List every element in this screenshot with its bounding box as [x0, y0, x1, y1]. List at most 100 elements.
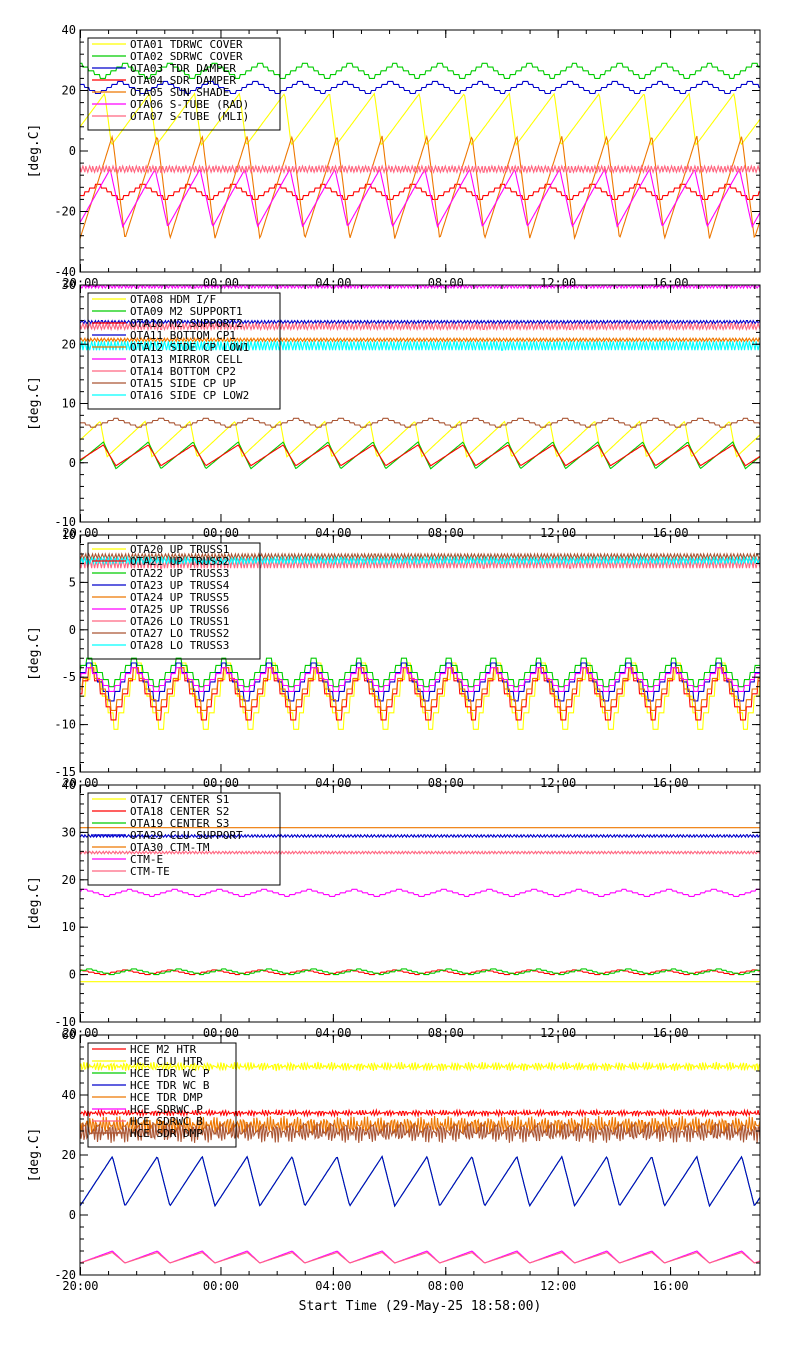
- x-tick-label: 16:00: [652, 776, 688, 790]
- series-line: [80, 1121, 760, 1144]
- series-line: [80, 417, 760, 428]
- legend-entry: HCE SDR DMP: [130, 1127, 203, 1140]
- series-line: [80, 1155, 760, 1208]
- legend-entry: OTA14 BOTTOM CP2: [130, 365, 236, 378]
- y-tick-label: 30: [62, 825, 76, 839]
- legend-entry: HCE M2 HTR: [130, 1043, 197, 1056]
- legend-entry: OTA11 BOTTOM CP1: [130, 329, 236, 342]
- x-tick-label: 20:00: [62, 1279, 98, 1293]
- legend-entry: OTA19 CENTER S3: [130, 817, 229, 830]
- x-tick-label: 20:00: [62, 526, 98, 540]
- y-tick-label: -15: [54, 765, 76, 779]
- legend-box: [87, 542, 261, 660]
- series-line: [80, 667, 760, 711]
- x-tick-label: 12:00: [540, 526, 576, 540]
- series-line: [80, 1108, 760, 1118]
- y-axis-label: [deg.C]: [27, 1128, 42, 1183]
- y-tick-label: 5: [69, 575, 76, 589]
- series-line: [80, 91, 760, 147]
- series-line: [80, 833, 760, 839]
- series-line: [80, 444, 760, 467]
- series-line: [80, 552, 760, 561]
- legend-box: [87, 792, 281, 886]
- series-line: [80, 555, 760, 566]
- legend-entry: OTA10 M2 SUPPORT2: [130, 317, 243, 330]
- series-line: [80, 340, 760, 351]
- series-lines: [80, 1061, 760, 1264]
- y-tick-label: -20: [54, 205, 76, 219]
- y-tick-label: 0: [69, 456, 76, 470]
- x-tick-label: 00:00: [203, 1026, 239, 1040]
- legend-entry: OTA13 MIRROR CELL: [130, 353, 243, 366]
- legend-entry: OTA26 LO TRUSS1: [130, 615, 229, 628]
- legend-entry: HCE CLU HTR: [130, 1055, 203, 1068]
- x-tick-label: 12:00: [540, 1279, 576, 1293]
- y-tick-label: 10: [62, 397, 76, 411]
- series-line: [80, 164, 760, 175]
- series-line: [80, 1250, 760, 1264]
- legend-entry: OTA02 SDRWC COVER: [130, 50, 243, 63]
- legend-entry: OTA28 LO TRUSS3: [130, 639, 229, 652]
- y-tick-label: -10: [54, 718, 76, 732]
- y-tick-label: 0: [69, 1208, 76, 1222]
- series-line: [80, 319, 760, 325]
- x-tick-label: 04:00: [315, 776, 351, 790]
- legend-entry: OTA29 CLU SUPPORT: [130, 829, 243, 842]
- series-line: [80, 336, 760, 343]
- y-tick-label: 40: [62, 778, 76, 792]
- x-tick-label: 04:00: [315, 1279, 351, 1293]
- series-line: [80, 80, 760, 95]
- series-line: [80, 667, 760, 692]
- series-line: [80, 62, 760, 79]
- x-tick-label: 08:00: [428, 526, 464, 540]
- legend-entry: HCE TDR WC P: [130, 1067, 210, 1080]
- x-tick-label: 04:00: [315, 526, 351, 540]
- y-axis-label: [deg.C]: [27, 124, 42, 179]
- series-line: [80, 888, 760, 897]
- series-line: [80, 321, 760, 332]
- legend-entry: OTA21 UP TRUSS2: [130, 555, 229, 568]
- legend-entry: OTA08 HDM I/F: [130, 293, 216, 306]
- legend-entry: OTA05 SUN SHADE: [130, 86, 229, 99]
- y-tick-label: -20: [54, 1268, 76, 1282]
- series-line: [80, 441, 760, 470]
- legend-box: [87, 1042, 237, 1148]
- y-tick-label: 60: [62, 1028, 76, 1042]
- legend-entry: OTA30 CTM-TM: [130, 841, 210, 854]
- y-tick-label: 30: [62, 278, 76, 292]
- y-axis-label: [deg.C]: [27, 876, 42, 931]
- x-tick-label: 12:00: [540, 1026, 576, 1040]
- legend-entry: OTA09 M2 SUPPORT1: [130, 305, 243, 318]
- x-tick-label: 08:00: [428, 776, 464, 790]
- x-tick-label: 16:00: [652, 1279, 688, 1293]
- y-tick-label: 0: [69, 968, 76, 982]
- y-tick-label: -10: [54, 515, 76, 529]
- y-axis-label: [deg.C]: [27, 376, 42, 431]
- y-tick-label: 20: [62, 873, 76, 887]
- x-tick-label: 16:00: [652, 526, 688, 540]
- series-line: [80, 968, 760, 976]
- x-tick-label: 16:00: [652, 1026, 688, 1040]
- start-time-label: Start Time (29-May-25 18:58:00): [299, 1299, 542, 1314]
- series-line: [80, 183, 760, 200]
- x-tick-label: 00:00: [203, 776, 239, 790]
- legend-entry: OTA04 SDR DAMPER: [130, 74, 236, 87]
- legend-entry: OTA15 SIDE CP UP: [130, 377, 236, 390]
- legend-entry: OTA16 SIDE CP LOW2: [130, 389, 249, 402]
- legend-box: [87, 37, 281, 131]
- legend-entry: HCE SDRWC P: [130, 1103, 203, 1116]
- legend-entry: HCE TDR WC B: [130, 1079, 210, 1092]
- y-tick-label: 0: [69, 623, 76, 637]
- legend-entry: OTA24 UP TRUSS5: [130, 591, 229, 604]
- series-lines: [80, 62, 760, 241]
- legend-entry: OTA01 TDRWC COVER: [130, 38, 243, 51]
